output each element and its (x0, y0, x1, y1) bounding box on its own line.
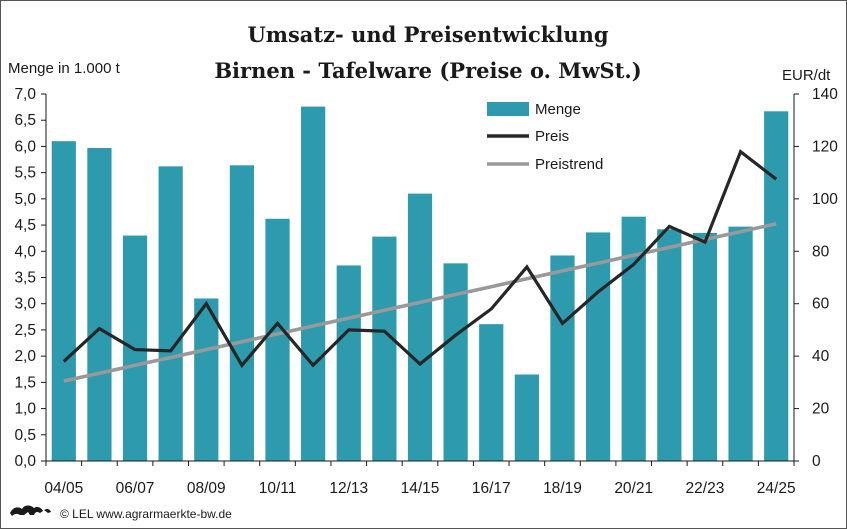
x-tick-label: 22/23 (686, 480, 725, 497)
left-tick-label: 5,5 (14, 165, 36, 182)
bars-group (51, 106, 789, 462)
left-tick-label: 0,0 (14, 453, 36, 470)
right-tick-label: 40 (812, 348, 830, 365)
bar-14-15 (407, 193, 433, 461)
bar-09-10 (229, 165, 255, 461)
footer-copyright: © LEL www.agrarmaerkte-bw.de (60, 507, 232, 521)
chart-title: Umsatz- und Preisentwicklung (247, 22, 608, 47)
left-tick-label: 3,0 (14, 296, 36, 313)
x-tick-label: 06/07 (116, 480, 155, 497)
legend-swatch-menge (487, 102, 529, 116)
left-tick-label: 2,0 (14, 348, 36, 365)
bar-21-22 (657, 229, 682, 461)
legend-label-preis: Preis (535, 128, 569, 145)
x-tick-label: 08/09 (187, 480, 226, 497)
bar-17-18 (514, 374, 539, 461)
x-tick-label: 24/25 (757, 480, 796, 497)
chart-subtitle: Birnen - Tafelware (Preise o. MwSt.) (214, 58, 641, 83)
lines-group (62, 149, 778, 383)
bar-24-25 (764, 111, 789, 462)
right-tick-label: 140 (812, 86, 838, 103)
line-preis (62, 149, 778, 369)
left-tick-label: 4,0 (14, 243, 36, 260)
footer: © LEL www.agrarmaerkte-bw.de (10, 505, 232, 521)
bar-22-23 (692, 232, 718, 461)
left-tick-label: 4,5 (14, 217, 36, 234)
x-tick-label: 10/11 (259, 480, 297, 497)
x-tick-label: 12/13 (329, 480, 368, 497)
bar-19-20 (585, 232, 611, 461)
legend-label-preistrend: Preistrend (535, 156, 603, 173)
bar-07-08 (158, 166, 183, 461)
left-tick-label: 6,0 (14, 138, 36, 155)
right-tick-label: 100 (812, 191, 838, 208)
bar-23-24 (728, 226, 753, 461)
right-tick-label: 80 (812, 243, 830, 260)
right-axis-label: EUR/dt (782, 67, 831, 84)
x-tick-label: 18/19 (543, 480, 582, 497)
bar-11-12 (301, 106, 326, 461)
line-preistrend (63, 222, 777, 383)
left-tick-label: 6,5 (14, 112, 36, 129)
lion-logo-icon (10, 505, 51, 516)
bar-05-06 (87, 148, 112, 461)
right-tick-label: 60 (812, 296, 830, 313)
bar-10-11 (265, 218, 290, 461)
bar-16-17 (479, 324, 504, 461)
ticks-group: 0,0 0,5 1,0 1,5 2,0 2,5 3,0 3,5 4,0 4,5 5,0 5,5 6,0 6… (14, 86, 838, 497)
left-tick-label: 0,5 (14, 427, 36, 444)
bar-08-09 (194, 298, 219, 461)
right-tick-label: 20 (812, 401, 830, 418)
left-tick-label: 3,5 (14, 270, 36, 287)
left-tick-label: 1,5 (14, 374, 36, 391)
right-tick-label: 0 (812, 453, 821, 470)
x-tick-label: 14/15 (401, 480, 440, 497)
legend: Menge Preis Preistrend (487, 101, 603, 173)
left-tick-label: 1,0 (14, 401, 36, 418)
left-tick-label: 7,0 (14, 86, 36, 103)
legend-label-menge: Menge (535, 101, 581, 118)
left-tick-label: 5,0 (14, 191, 36, 208)
x-tick-label: 16/17 (472, 480, 511, 497)
bar-18-19 (550, 255, 575, 461)
bar-13-14 (372, 236, 397, 461)
bar-12-13 (336, 265, 361, 461)
bar-04-05 (51, 141, 76, 461)
left-tick-label: 2,5 (14, 322, 36, 339)
x-tick-label: 04/05 (44, 480, 83, 497)
x-tick-label: 20/21 (614, 480, 653, 497)
right-tick-label: 120 (812, 138, 838, 155)
left-axis-label: Menge in 1.000 t (8, 60, 121, 77)
